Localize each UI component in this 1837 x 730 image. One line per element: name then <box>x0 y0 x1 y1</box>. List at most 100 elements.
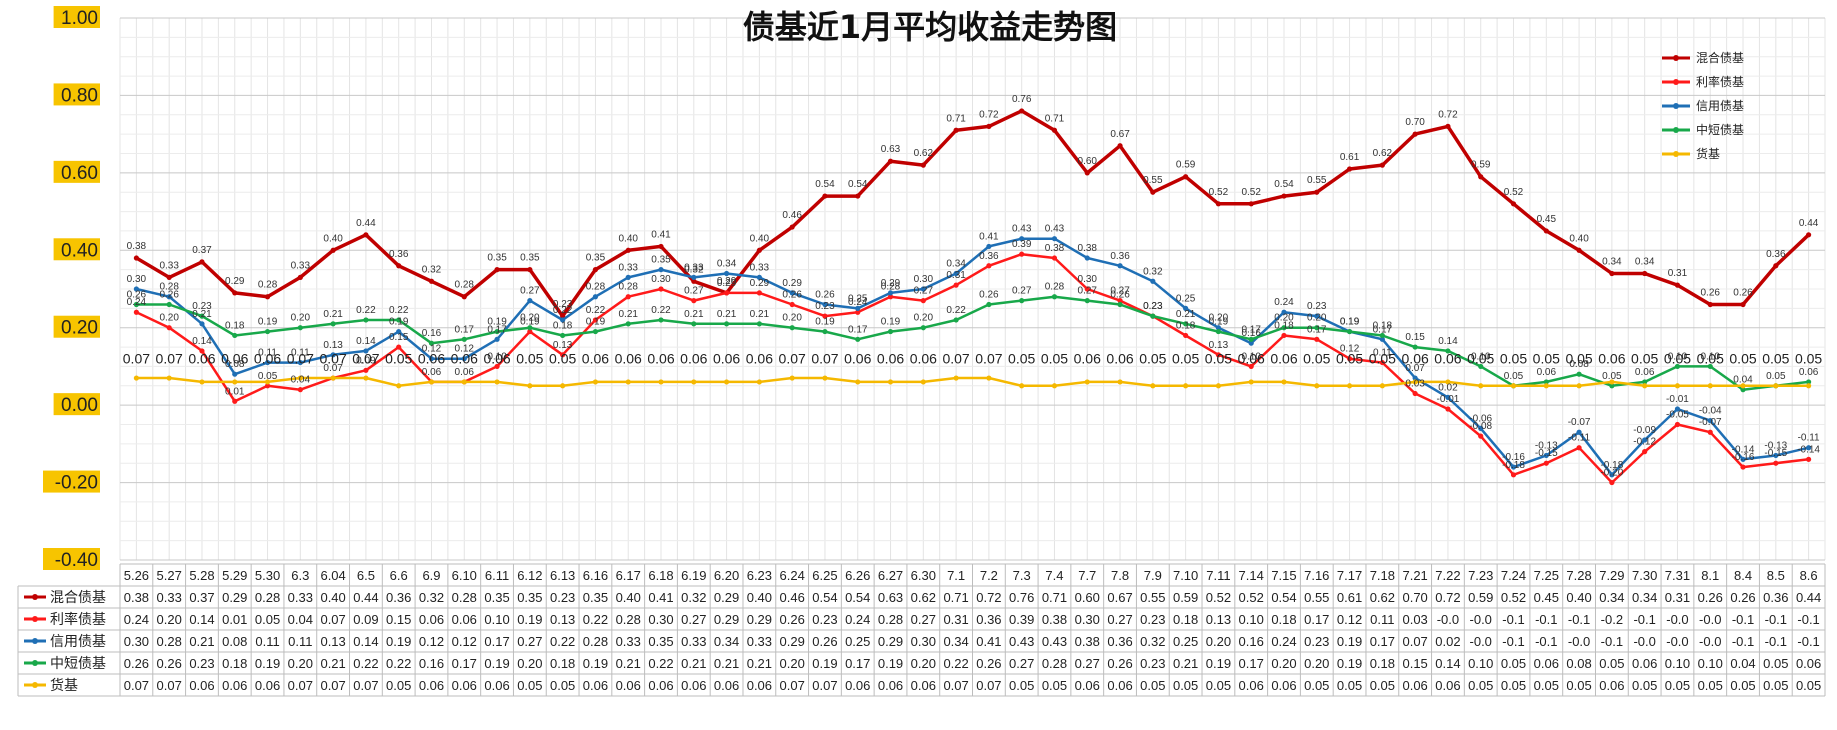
table-cell: 0.05 <box>1763 678 1788 693</box>
data-label: 0.26 <box>1701 287 1721 298</box>
data-label: 0.36 <box>389 249 409 260</box>
data-label: -0.14 <box>1732 444 1755 455</box>
table-cell: 0.19 <box>1337 634 1362 649</box>
data-label: 0.13 <box>323 340 343 351</box>
data-point <box>1773 460 1779 466</box>
data-label: 0.26 <box>1733 287 1753 298</box>
table-cell: 0.32 <box>1140 634 1165 649</box>
data-point <box>1806 445 1812 451</box>
data-point <box>330 247 336 253</box>
data-label: 0.40 <box>750 233 770 244</box>
table-cell: 0.06 <box>1107 678 1132 693</box>
data-label: 0.45 <box>1537 214 1557 225</box>
table-cell: 0.38 <box>1075 634 1100 649</box>
table-cell: 0.63 <box>878 590 903 605</box>
data-label: 0.06 <box>713 351 740 367</box>
table-cell: 0.21 <box>714 656 739 671</box>
data-label: 0.33 <box>291 260 311 271</box>
data-point <box>1773 452 1779 459</box>
data-label: 0.16 <box>1241 328 1261 339</box>
data-point <box>887 294 894 300</box>
data-point <box>1445 406 1451 412</box>
data-label: 0.33 <box>618 262 638 273</box>
category-label: 6.10 <box>452 568 477 583</box>
series-line <box>136 295 1809 391</box>
data-label: -0.08 <box>1469 421 1492 432</box>
data-point <box>1445 348 1451 354</box>
category-label: 7.1 <box>947 568 965 583</box>
data-label: 0.23 <box>553 299 573 310</box>
table-cell: 0.45 <box>1534 590 1559 605</box>
data-label: 0.06 <box>647 351 674 367</box>
table-cell: 0.05 <box>1501 678 1526 693</box>
table-cell: 0.31 <box>1665 590 1690 605</box>
data-label: 0.34 <box>1635 257 1655 268</box>
table-cell: 0.06 <box>878 678 903 693</box>
data-point <box>1183 174 1189 180</box>
data-point <box>822 193 828 199</box>
data-label: 0.27 <box>1012 286 1032 297</box>
table-cell: 0.33 <box>288 590 313 605</box>
data-point <box>1576 445 1582 451</box>
y-tick-label: 0.00 <box>61 395 98 416</box>
table-cell: 0.05 <box>1140 678 1165 693</box>
data-point <box>560 352 566 358</box>
table-cell: 0.03 <box>1402 612 1427 627</box>
data-label: 0.21 <box>717 309 737 320</box>
data-point <box>1379 359 1385 366</box>
data-point <box>625 321 631 327</box>
data-label: 0.05 <box>1336 351 1363 367</box>
data-point <box>953 375 959 381</box>
table-cell: 0.06 <box>255 678 280 693</box>
category-label: 7.31 <box>1665 568 1690 583</box>
data-label: 0.07 <box>942 351 969 367</box>
data-label: 0.07 <box>156 351 183 367</box>
data-point <box>887 158 894 164</box>
data-point <box>494 267 500 273</box>
data-label: 0.05 <box>1041 351 1068 367</box>
data-point <box>1543 228 1549 234</box>
table-cell: 0.35 <box>583 590 608 605</box>
table-series-name: 信用债基 <box>50 633 106 650</box>
data-point <box>822 375 828 381</box>
data-point <box>789 301 795 308</box>
table-cell: 0.22 <box>550 634 575 649</box>
table-cell: -0.0 <box>1470 634 1492 649</box>
table-cell: 0.06 <box>747 678 772 693</box>
table-cell: 0.19 <box>1337 656 1362 671</box>
data-label: 0.06 <box>418 351 445 367</box>
data-point <box>1281 379 1287 385</box>
data-label: 0.59 <box>1471 160 1491 171</box>
table-cell: 0.26 <box>976 656 1001 671</box>
data-point <box>330 352 336 358</box>
data-label: 0.05 <box>1766 371 1786 382</box>
data-label: 0.26 <box>159 289 179 300</box>
data-point <box>1806 383 1812 389</box>
data-point <box>1051 236 1058 242</box>
data-point <box>1642 379 1648 385</box>
data-point <box>1019 108 1025 114</box>
data-point <box>592 267 599 273</box>
data-label: -0.07 <box>1699 417 1722 428</box>
table-cell: 0.21 <box>1173 656 1198 671</box>
data-label: 0.06 <box>1434 351 1461 367</box>
category-label: 7.16 <box>1304 568 1329 583</box>
table-cell: 0.28 <box>452 590 477 605</box>
data-label: 0.18 <box>1373 320 1393 331</box>
table-series-name: 混合债基 <box>50 589 106 606</box>
data-point <box>789 224 795 230</box>
table-cell: 0.33 <box>747 634 772 649</box>
table-cell: 0.10 <box>484 612 509 627</box>
table-cell: 0.21 <box>616 656 641 671</box>
category-label: 7.17 <box>1337 568 1362 583</box>
data-point <box>1117 143 1123 149</box>
data-point <box>1740 383 1746 389</box>
data-label: 0.52 <box>1209 187 1229 198</box>
category-label: 7.15 <box>1271 568 1296 583</box>
data-point <box>1215 328 1222 335</box>
data-label: 0.35 <box>487 253 507 264</box>
table-cell: 0.06 <box>1632 656 1657 671</box>
y-tick-highlight <box>53 160 100 183</box>
data-point <box>1543 383 1549 389</box>
data-point <box>986 375 992 381</box>
